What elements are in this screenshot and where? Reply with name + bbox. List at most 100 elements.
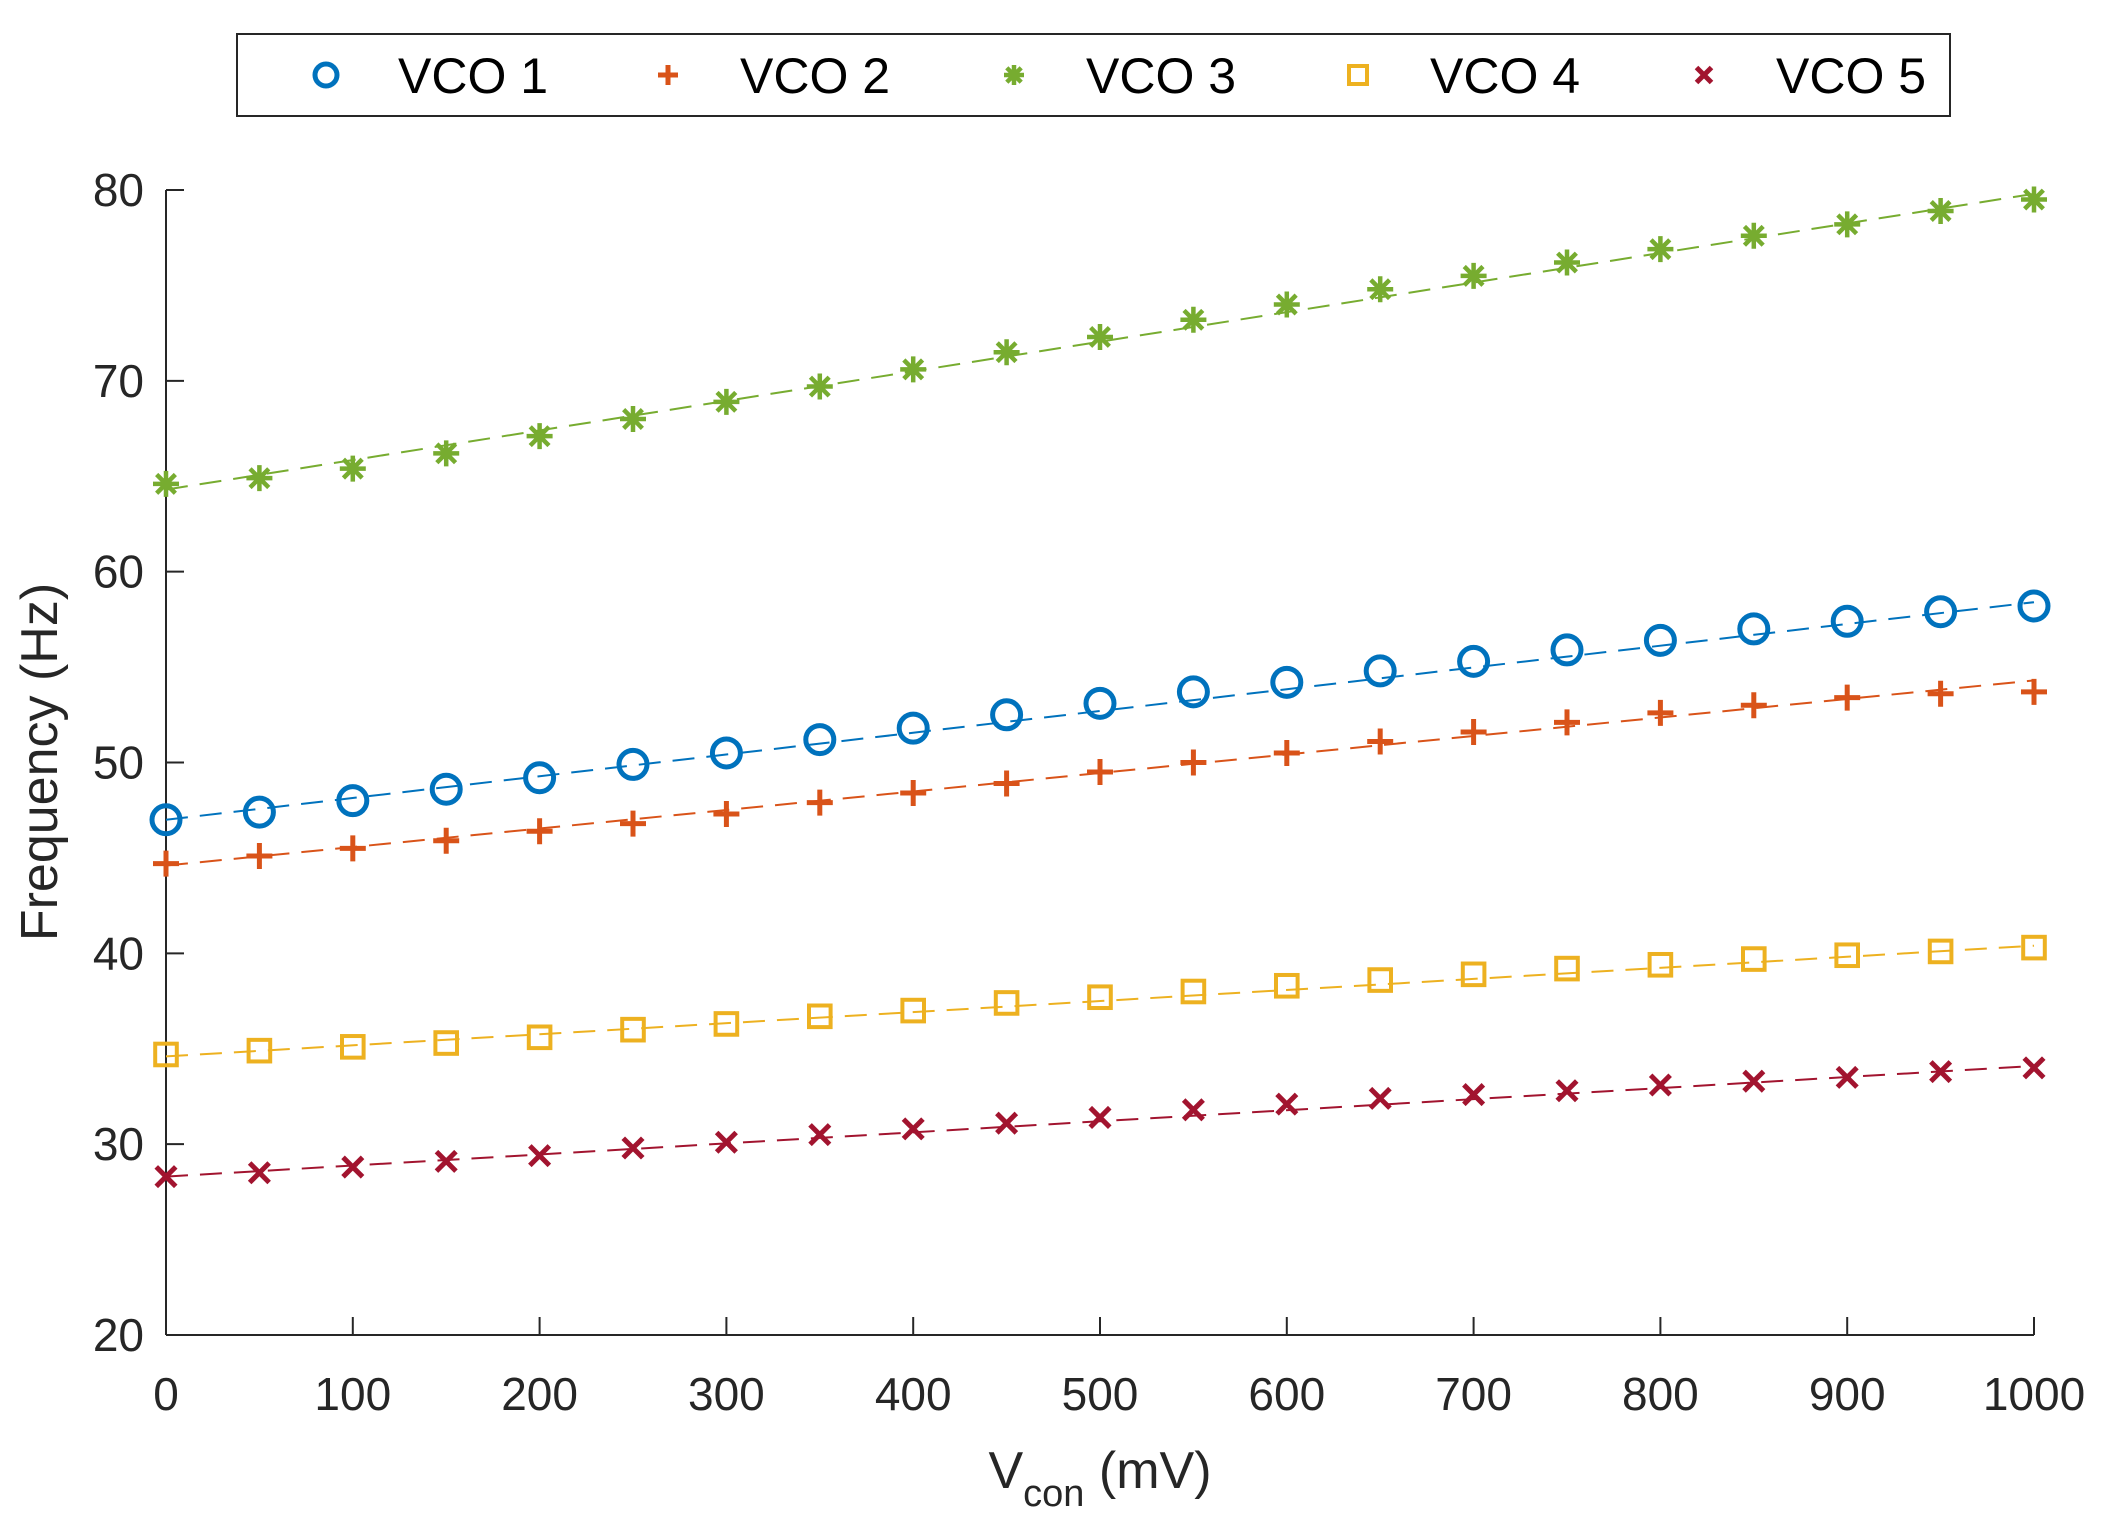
vco-2-point [1180, 749, 1207, 776]
vco-1-point [1924, 595, 1958, 629]
x-tick-label: 200 [501, 1368, 578, 1420]
vco-3-point [620, 406, 646, 432]
legend: VCO 1 VCO 2 VCO 3 VCO 4 VCO 5 [236, 33, 1951, 117]
vco-2-point [1460, 718, 1487, 745]
vco-2-point [1087, 759, 1113, 786]
vco-1-point [149, 803, 183, 837]
vco-5-point [528, 1144, 552, 1168]
vco-5-point [247, 1161, 271, 1185]
vco-5-point [341, 1155, 365, 1179]
vco-1-point [1176, 675, 1210, 709]
vco-2-point [433, 827, 460, 854]
vco-1-point [896, 711, 930, 745]
vco-3-point [1647, 236, 1674, 263]
vco-1-point [1083, 686, 1117, 720]
vco-1-series [149, 589, 2051, 837]
vco-4-point [713, 1011, 740, 1037]
vco-2-point [2021, 678, 2047, 705]
vco-1-point [1643, 623, 1677, 657]
vco-3-point [2021, 186, 2047, 213]
vco-4-point [1180, 978, 1207, 1005]
vco-2-point [1273, 739, 1300, 766]
legend-item-vco-1: VCO 1 [312, 48, 548, 104]
y-tick-label: 60 [93, 546, 144, 598]
y-axis-title: Frequency (Hz) [11, 583, 69, 941]
x-tick-label: 700 [1435, 1368, 1512, 1420]
vco-4-point [1927, 938, 1954, 965]
vco-5-point [1368, 1086, 1392, 1110]
vco-5-point [1275, 1092, 1299, 1116]
legend-item-vco-3: VCO 3 [1004, 48, 1236, 104]
vco-2-point [339, 835, 366, 862]
vco-2-series [153, 678, 2047, 877]
vco-4-point [1554, 955, 1580, 982]
vco-5-point [1462, 1083, 1486, 1107]
vco-5-series [154, 1056, 2046, 1189]
x-tick-label: 900 [1809, 1368, 1886, 1420]
vco-1-point [523, 761, 557, 795]
legend-item-vco-4: VCO 4 [1347, 48, 1580, 104]
vco-1-point [2017, 589, 2051, 623]
vco-5-point [714, 1130, 738, 1154]
vco-1-point [709, 736, 743, 770]
vco-2-point [1740, 692, 1767, 719]
vco-5-fit-line [165, 1064, 2035, 1178]
vco-2-point [900, 780, 927, 807]
x-tick-label: 300 [688, 1368, 765, 1420]
vco-3-point [1554, 249, 1580, 276]
y-tick-label: 50 [93, 737, 144, 789]
vco-3-point [246, 465, 273, 492]
vco-2-point [153, 850, 179, 877]
vco-5-point [154, 1165, 178, 1189]
vco-3-point [993, 339, 1020, 366]
vco-4-point [900, 997, 927, 1024]
vco-2-point [1927, 680, 1954, 707]
vco-1-fit-line [165, 601, 2035, 821]
legend-label-vco-2: VCO 2 [740, 48, 890, 104]
x-axis-title-subscript: con [1023, 1473, 1084, 1515]
vco-3-point [153, 470, 179, 497]
vco-3-series [153, 186, 2047, 497]
vco-5-point [808, 1123, 832, 1147]
vco-4-series [153, 934, 2047, 1068]
vco-5-point [1742, 1069, 1766, 1093]
x-tick-label: 400 [875, 1368, 952, 1420]
vco-5-point [1835, 1065, 1859, 1089]
vco-3-point [1834, 211, 1861, 238]
vco-3-point [1180, 306, 1207, 333]
vco-4-point [1834, 942, 1861, 969]
vco-3-point [900, 356, 927, 383]
vco-3-point [1273, 291, 1300, 318]
vco-5-point [621, 1136, 645, 1160]
vco-4-point [1087, 984, 1113, 1011]
vco-3-fit-line [165, 192, 2035, 491]
vco-2-point [526, 818, 553, 845]
legend-marker-vco-1 [312, 61, 340, 89]
vco-4-point [807, 1003, 833, 1030]
y-tick-label: 40 [93, 927, 144, 979]
vco-1-point [242, 795, 276, 829]
vco-1-point [429, 772, 463, 806]
vco-3-point [713, 388, 740, 415]
vco-2-point [1834, 684, 1861, 711]
vco-3-point [806, 373, 833, 400]
legend-marker-vco-4 [1347, 64, 1369, 86]
vco-5-point [1088, 1105, 1112, 1129]
vco-1-point [1830, 604, 1864, 638]
legend-label-vco-3: VCO 3 [1086, 48, 1236, 104]
vco-5-point [434, 1149, 458, 1173]
legend-marker-vco-3 [1004, 65, 1024, 85]
x-axis-title: Vcon (mV) [988, 1442, 1211, 1515]
vco-2-point [1367, 728, 1394, 755]
vco-4-point [620, 1016, 646, 1043]
axes: 0 100 200 300 400 500 600 700 800 900 1000 20 30 40 5… [93, 164, 2085, 1420]
vco-1-point [616, 747, 650, 781]
vco-3-point [433, 440, 460, 467]
y-tick-label: 30 [93, 1118, 144, 1170]
x-axis-title-main: V [988, 1442, 1023, 1500]
vco-3-point [339, 455, 366, 482]
vco-4-point [526, 1024, 553, 1051]
x-tick-label: 600 [1248, 1368, 1325, 1420]
vco-3-point [1740, 222, 1767, 249]
vco-1-point [336, 784, 370, 818]
